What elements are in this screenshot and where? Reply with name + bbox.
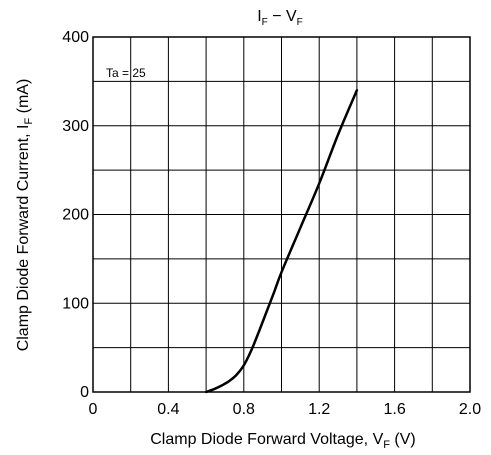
x-tick-label: 1.6 [383, 401, 405, 418]
series-line-0 [204, 89, 359, 394]
y-axis-label: Clamp Diode Forward Current, IF (mA) [15, 79, 35, 352]
series-layer [204, 89, 359, 394]
x-tick-label: 0 [89, 401, 98, 418]
tick-labels: 0 0.4 0.8 1.2 1.6 2.0 0 100 200 300 400 [62, 29, 481, 418]
grid [93, 37, 470, 392]
x-tick-label: 0.8 [233, 401, 255, 418]
y-tick-label: 300 [62, 118, 89, 135]
x-axis-label: Clamp Diode Forward Voltage, VF (V) [150, 431, 416, 451]
y-tick-label: 200 [62, 207, 89, 224]
y-tick-label: 100 [62, 295, 89, 312]
y-tick-label: 400 [62, 29, 89, 46]
x-tick-label: 2.0 [459, 401, 481, 418]
plot-frame [92, 36, 471, 393]
annotation-ta: Ta = 25 [106, 66, 146, 80]
x-tick-label: 1.2 [308, 401, 330, 418]
y-tick-label: 0 [80, 384, 89, 401]
chart-title: IF − VF [257, 8, 303, 28]
x-tick-label: 0.4 [157, 401, 179, 418]
